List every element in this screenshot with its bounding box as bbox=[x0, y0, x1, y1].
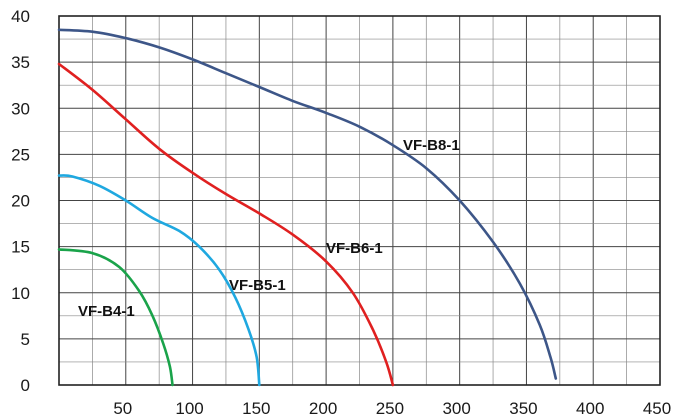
x-tick-label: 250 bbox=[376, 399, 404, 418]
y-axis-ticks: 0 5 10 15 20 25 30 35 40 bbox=[11, 7, 30, 395]
y-tick-label: 30 bbox=[11, 99, 30, 118]
x-tick-label: 50 bbox=[113, 399, 132, 418]
series-label-vf-b5-1: VF-B5-1 bbox=[229, 277, 286, 294]
grid-lines bbox=[59, 16, 660, 385]
x-tick-label: 400 bbox=[576, 399, 604, 418]
y-tick-label: 40 bbox=[11, 7, 30, 26]
x-tick-label: 200 bbox=[309, 399, 337, 418]
y-tick-label: 20 bbox=[11, 192, 30, 211]
x-tick-label: 350 bbox=[509, 399, 537, 418]
y-tick-label: 0 bbox=[21, 376, 30, 395]
y-tick-label: 25 bbox=[11, 145, 30, 164]
x-tick-label: 100 bbox=[175, 399, 203, 418]
series-curves bbox=[57, 28, 558, 387]
x-axis-ticks: 50 100 150 200 250 300 350 400 450 bbox=[113, 399, 671, 418]
y-tick-label: 35 bbox=[11, 53, 30, 72]
y-tick-label: 5 bbox=[21, 330, 30, 349]
series-label-vf-b4-1: VF-B4-1 bbox=[78, 303, 135, 320]
y-tick-label: 10 bbox=[11, 284, 30, 303]
series-line-vf-b4-1 bbox=[57, 248, 174, 387]
plot-border bbox=[58, 15, 661, 386]
y-tick-label: 15 bbox=[11, 238, 30, 257]
series-label-vf-b6-1: VF-B6-1 bbox=[326, 240, 383, 257]
x-tick-label: 300 bbox=[442, 399, 470, 418]
x-tick-label: 150 bbox=[242, 399, 270, 418]
series-label-vf-b8-1: VF-B8-1 bbox=[403, 137, 460, 154]
series-line-vf-b5-1 bbox=[57, 174, 261, 387]
series-line-vf-b8-1 bbox=[57, 28, 558, 380]
series-line-vf-b6-1 bbox=[57, 62, 395, 387]
x-tick-label: 450 bbox=[643, 399, 671, 418]
